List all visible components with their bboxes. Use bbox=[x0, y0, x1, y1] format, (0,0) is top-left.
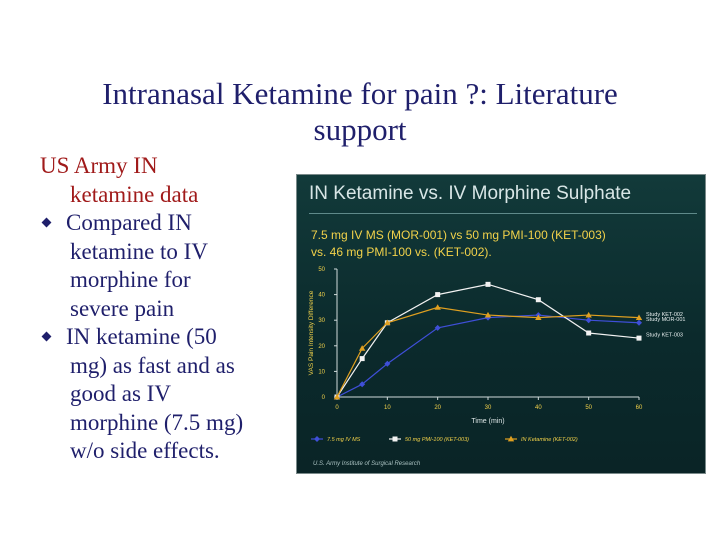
data-point-50-mg-pmi-100-ket-003-30 bbox=[485, 281, 491, 287]
data-point-in-ketamine-ket-002-10 bbox=[384, 319, 391, 326]
data-point-7-5-mg-iv-ms-20 bbox=[434, 324, 441, 331]
end-label-study-ket-003: Study KET-003 bbox=[646, 333, 683, 339]
diamond-bullet-icon bbox=[41, 331, 52, 342]
figure-panel: IN Ketamine vs. IV Morphine Sulphate 7.5… bbox=[296, 174, 706, 474]
figure-subtitle-line-2: vs. 46 mg PMI-100 vs. (KET-002). bbox=[311, 245, 492, 259]
bullet-2-line-3: good as IV bbox=[70, 381, 171, 406]
x-tick-label: 30 bbox=[485, 405, 492, 411]
x-tick-label: 20 bbox=[434, 405, 441, 411]
bullet-1-line-1: Compared IN bbox=[40, 209, 290, 238]
slide-title-line-1: Intranasal Ketamine for pain ?: Literatu… bbox=[102, 76, 618, 111]
legend-marker-50-mg-pmi-100-ket-003 bbox=[392, 436, 398, 442]
data-point-7-5-mg-iv-ms-50 bbox=[585, 317, 592, 324]
legend-label-in-ketamine-ket-002: IN Ketamine (KET-002) bbox=[521, 437, 578, 443]
x-tick-label: 10 bbox=[384, 405, 391, 411]
end-label-study-mor-001: Study MOR-001 bbox=[646, 317, 685, 323]
legend-label-50-mg-pmi-100-ket-003: 50 mg PMI-100 (KET-003) bbox=[405, 437, 469, 443]
figure-title: IN Ketamine vs. IV Morphine Sulphate bbox=[309, 183, 632, 204]
bullet-1-text-1: Compared IN bbox=[66, 210, 192, 235]
data-point-50-mg-pmi-100-ket-003-5 bbox=[359, 356, 365, 362]
legend-marker-7-5-mg-iv-ms bbox=[314, 436, 320, 442]
data-point-in-ketamine-ket-002-0 bbox=[333, 393, 341, 400]
y-tick-label: 30 bbox=[318, 318, 325, 324]
bullet-2-line-4: morphine (7.5 mg) bbox=[70, 409, 244, 435]
data-point-7-5-mg-iv-ms-5 bbox=[359, 381, 366, 388]
data-point-7-5-mg-iv-ms-10 bbox=[384, 360, 391, 367]
legend-marker-in-ketamine-ket-002 bbox=[507, 435, 515, 442]
data-point-7-5-mg-iv-ms-60 bbox=[636, 319, 642, 326]
x-tick-label: 40 bbox=[535, 405, 542, 411]
bullet-2-line-1: IN ketamine (50 bbox=[40, 323, 290, 352]
slide-title-line-2: support bbox=[313, 112, 407, 147]
y-tick-label: 20 bbox=[318, 344, 325, 350]
diamond-bullet-icon bbox=[41, 217, 52, 228]
data-point-in-ketamine-ket-002-30 bbox=[484, 311, 492, 318]
y-tick-label: 0 bbox=[322, 395, 326, 401]
legend-label-7-5-mg-iv-ms: 7.5 mg IV MS bbox=[327, 437, 361, 443]
bullet-1-line-2: ketamine to IV bbox=[70, 238, 208, 264]
series-line-7-5-mg-iv-ms bbox=[336, 314, 640, 398]
bullet-2-text-1: IN ketamine (50 bbox=[66, 324, 217, 349]
line-chart: 0 10 20 30 40 50 60 0 10 20 30 40 50 Time (min) VAS Pa… bbox=[308, 267, 685, 443]
data-point-in-ketamine-ket-002-50 bbox=[585, 311, 592, 318]
y-tick-label: 50 bbox=[318, 267, 325, 273]
data-point-50-mg-pmi-100-ket-003-40 bbox=[535, 297, 541, 303]
series-line-50-mg-pmi-100-ket-003 bbox=[336, 283, 640, 398]
figure-footer: U.S. Army Institute of Surgical Research bbox=[313, 461, 421, 467]
x-tick-label: 0 bbox=[335, 405, 339, 411]
x-tick-label: 60 bbox=[636, 405, 643, 411]
data-point-in-ketamine-ket-002-60 bbox=[635, 314, 643, 321]
slide-title: Intranasal Ketamine for pain ?: Literatu… bbox=[40, 76, 680, 148]
y-axis-label: VAS Pain Intensity Difference bbox=[308, 290, 315, 375]
end-label-study-ket-002: Study KET-002 bbox=[646, 312, 683, 318]
figure-subtitle: 7.5 mg IV MS (MOR-001) vs 50 mg PMI-100 … bbox=[311, 227, 606, 261]
intro-line-2: ketamine data bbox=[70, 181, 199, 207]
bullet-2-line-2: mg) as fast and as bbox=[70, 352, 235, 378]
data-point-50-mg-pmi-100-ket-003-60 bbox=[636, 335, 642, 341]
bullet-1-line-3: morphine for bbox=[70, 267, 191, 292]
y-tick-label: 10 bbox=[318, 369, 325, 375]
data-point-in-ketamine-ket-002-40 bbox=[535, 314, 542, 321]
y-tick-label: 40 bbox=[318, 293, 325, 299]
x-tick-label: 50 bbox=[585, 405, 592, 411]
bullet-list: US Army IN ketamine data Compared IN ket… bbox=[40, 152, 290, 466]
intro-line-1: US Army IN bbox=[40, 153, 158, 178]
series-line-in-ketamine-ket-002 bbox=[336, 306, 640, 398]
figure-subtitle-line-1: 7.5 mg IV MS (MOR-001) vs 50 mg PMI-100 … bbox=[311, 228, 606, 242]
data-point-50-mg-pmi-100-ket-003-20 bbox=[435, 292, 441, 298]
data-point-in-ketamine-ket-002-5 bbox=[358, 345, 366, 351]
x-axis-label: Time (min) bbox=[471, 418, 504, 425]
data-point-in-ketamine-ket-002-20 bbox=[434, 304, 441, 310]
bullet-1-line-4: severe pain bbox=[70, 295, 175, 321]
bullet-2-line-5: w/o side effects. bbox=[70, 438, 220, 463]
figure-title-rule bbox=[309, 213, 697, 214]
data-point-50-mg-pmi-100-ket-003-50 bbox=[586, 330, 592, 336]
